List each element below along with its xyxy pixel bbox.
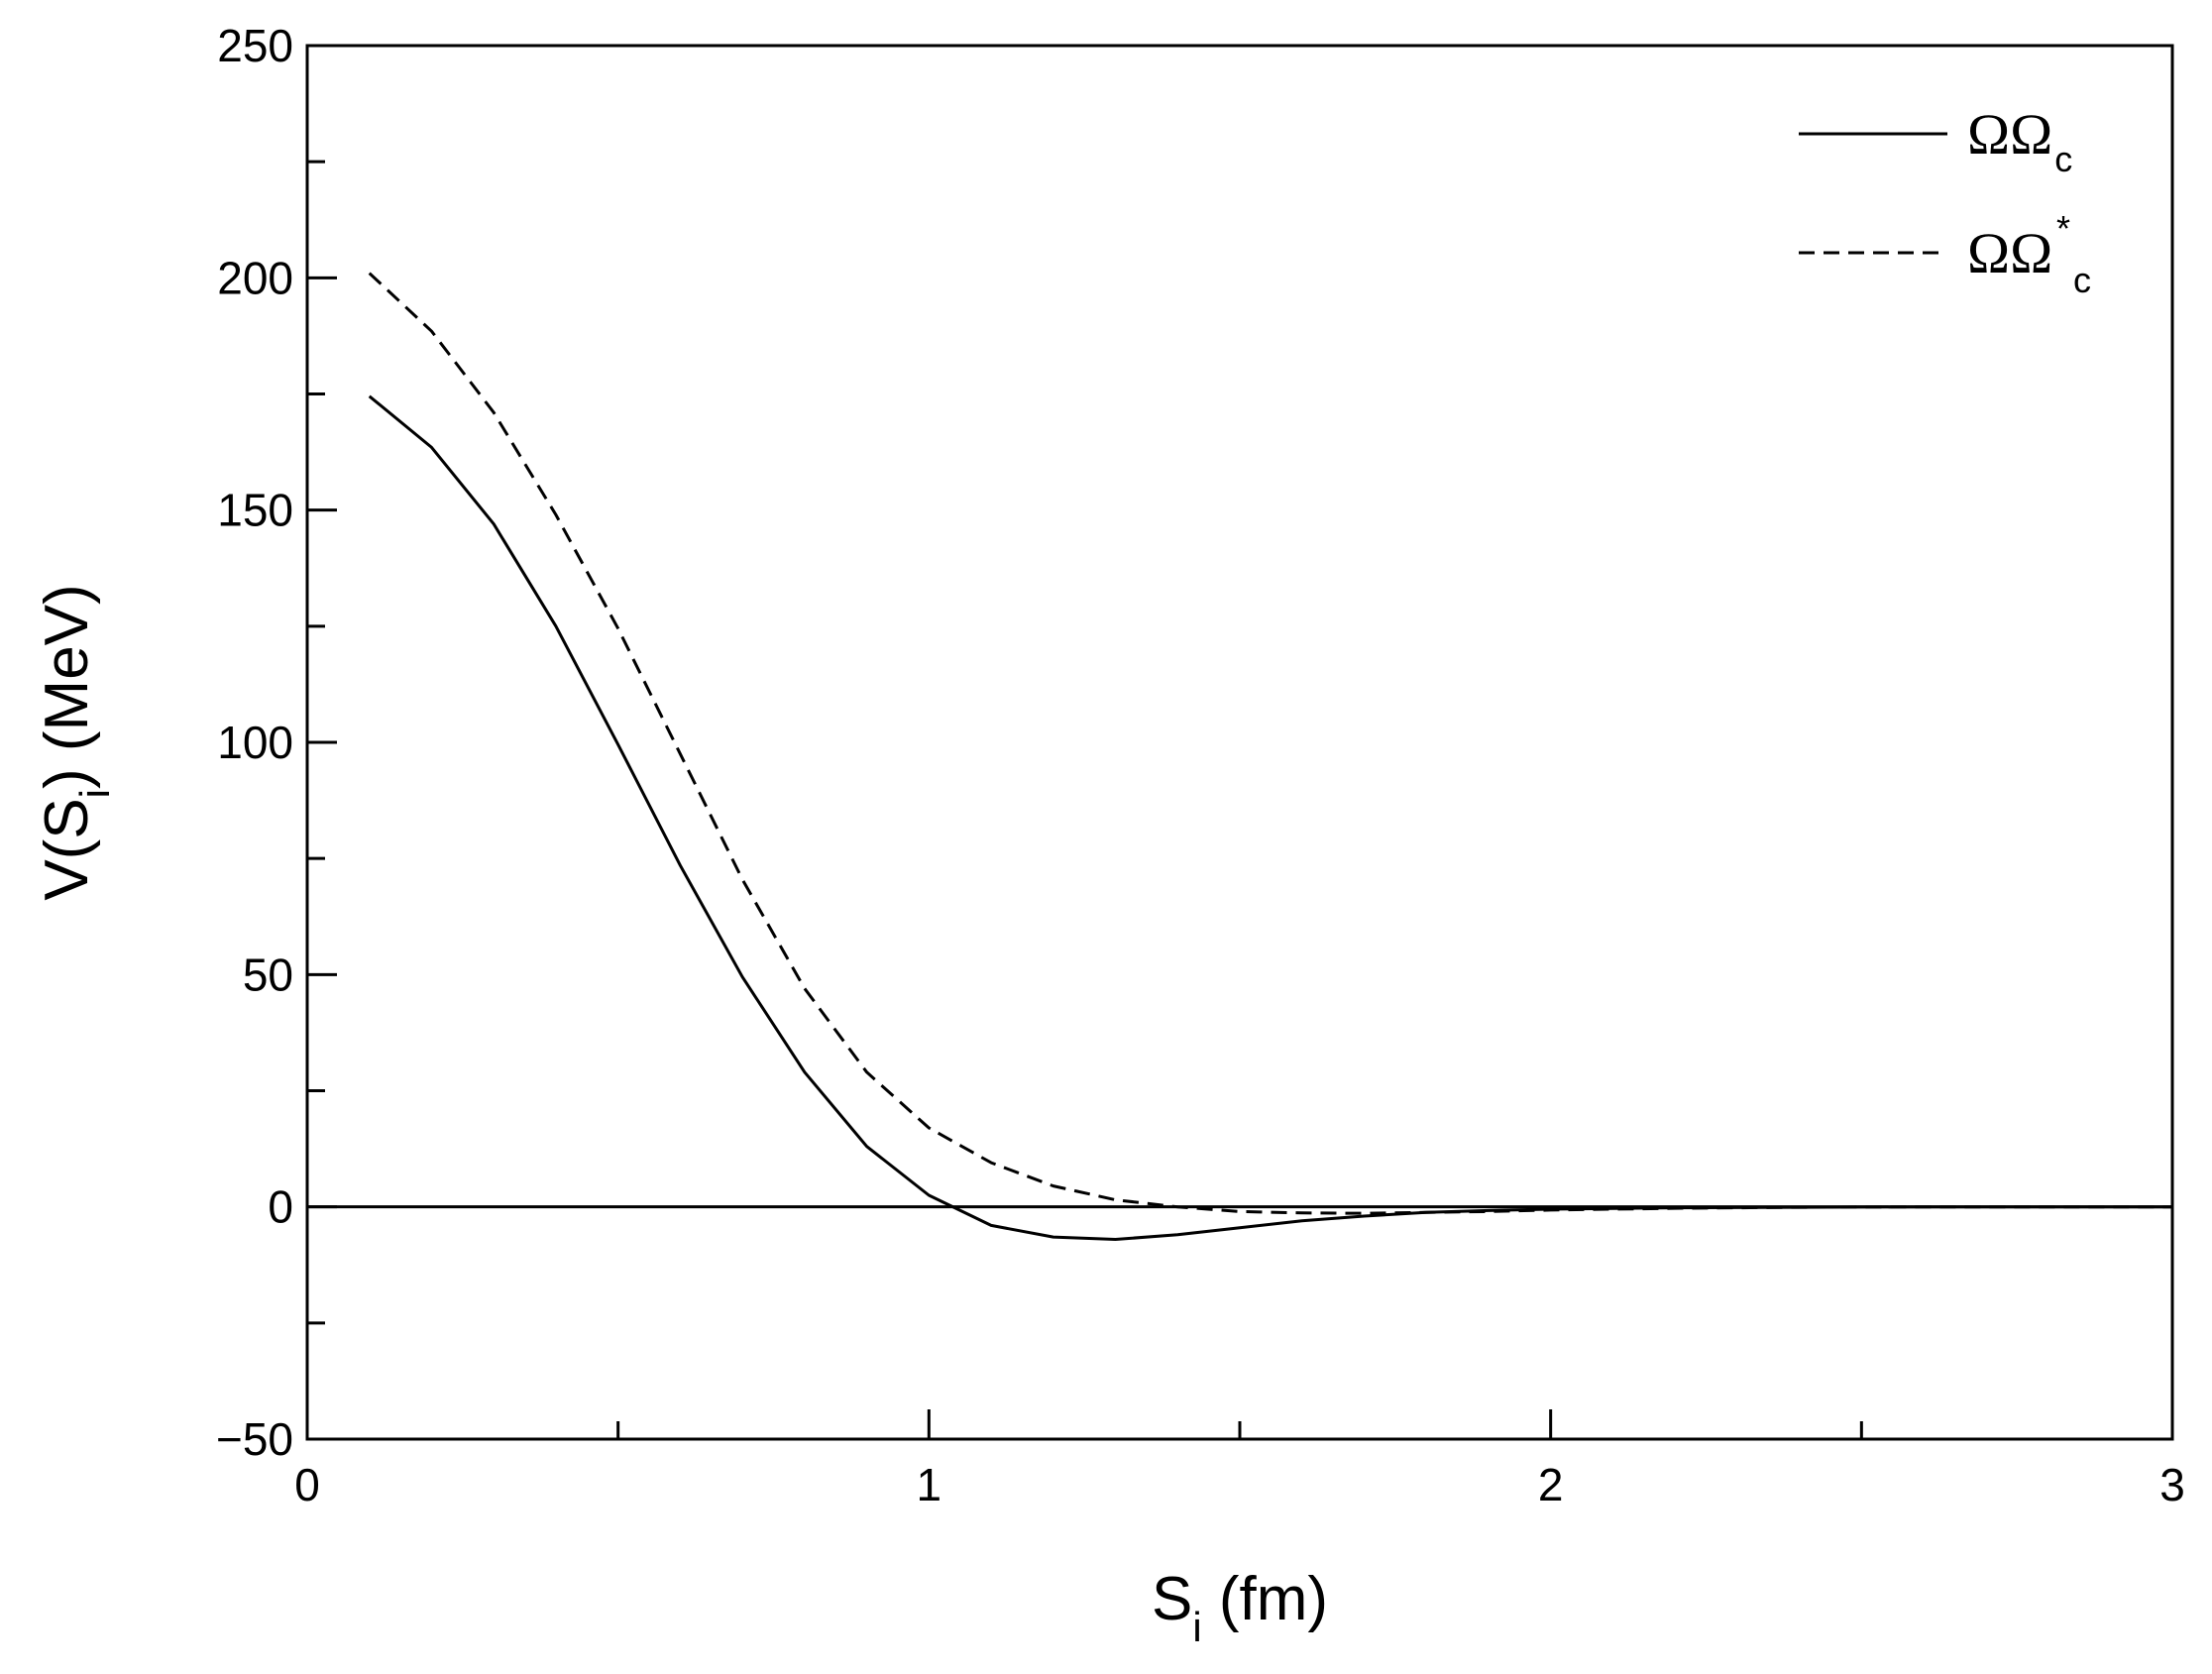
x-tick-label: 1: [917, 1459, 942, 1510]
legend-label-series-2-base: ΩΩ: [1967, 221, 2052, 285]
y-tick-label: 50: [243, 949, 293, 1000]
y-tick-label: 0: [268, 1181, 293, 1233]
x-axis-title-sub: i: [1192, 1604, 1201, 1650]
legend-label-series-1: ΩΩc: [1967, 102, 2072, 179]
legend-label-series-1-base: ΩΩ: [1967, 102, 2052, 167]
series-layer: [368, 272, 2172, 1241]
x-axis-title: Si (fm): [1152, 1565, 1328, 1650]
legend-label-series-1-sub: c: [2054, 139, 2072, 179]
y-axis-title-base: V(S: [33, 798, 101, 900]
legend-label-series-2-sup: *: [2056, 208, 2070, 249]
y-tick-label: 150: [217, 485, 293, 536]
ticks-layer: [305, 44, 2174, 1441]
x-tick-label: 3: [2159, 1459, 2185, 1510]
y-tick-label: 250: [217, 20, 293, 71]
y-tick-label: 200: [217, 252, 293, 303]
x-axis-title-rest: (fm): [1202, 1565, 1328, 1633]
x-axis-title-base: S: [1152, 1565, 1192, 1633]
y-tick-label: −50: [216, 1413, 293, 1465]
legend-label-series-2: ΩΩ: [1967, 221, 2052, 285]
y-tick-label: 100: [217, 717, 293, 768]
x-tick-label: 2: [1538, 1459, 1564, 1510]
series-line-2: [368, 272, 2172, 1215]
y-axis-title-sub: i: [71, 789, 118, 798]
legend-label-series-2-sub: c: [2073, 260, 2091, 300]
x-tick-label: 0: [294, 1459, 320, 1510]
legend: ΩΩc ΩΩ * c: [1799, 102, 2091, 300]
y-axis-title: V(Si) (MeV): [33, 584, 118, 900]
y-axis-title-rest: ) (MeV): [33, 584, 101, 789]
